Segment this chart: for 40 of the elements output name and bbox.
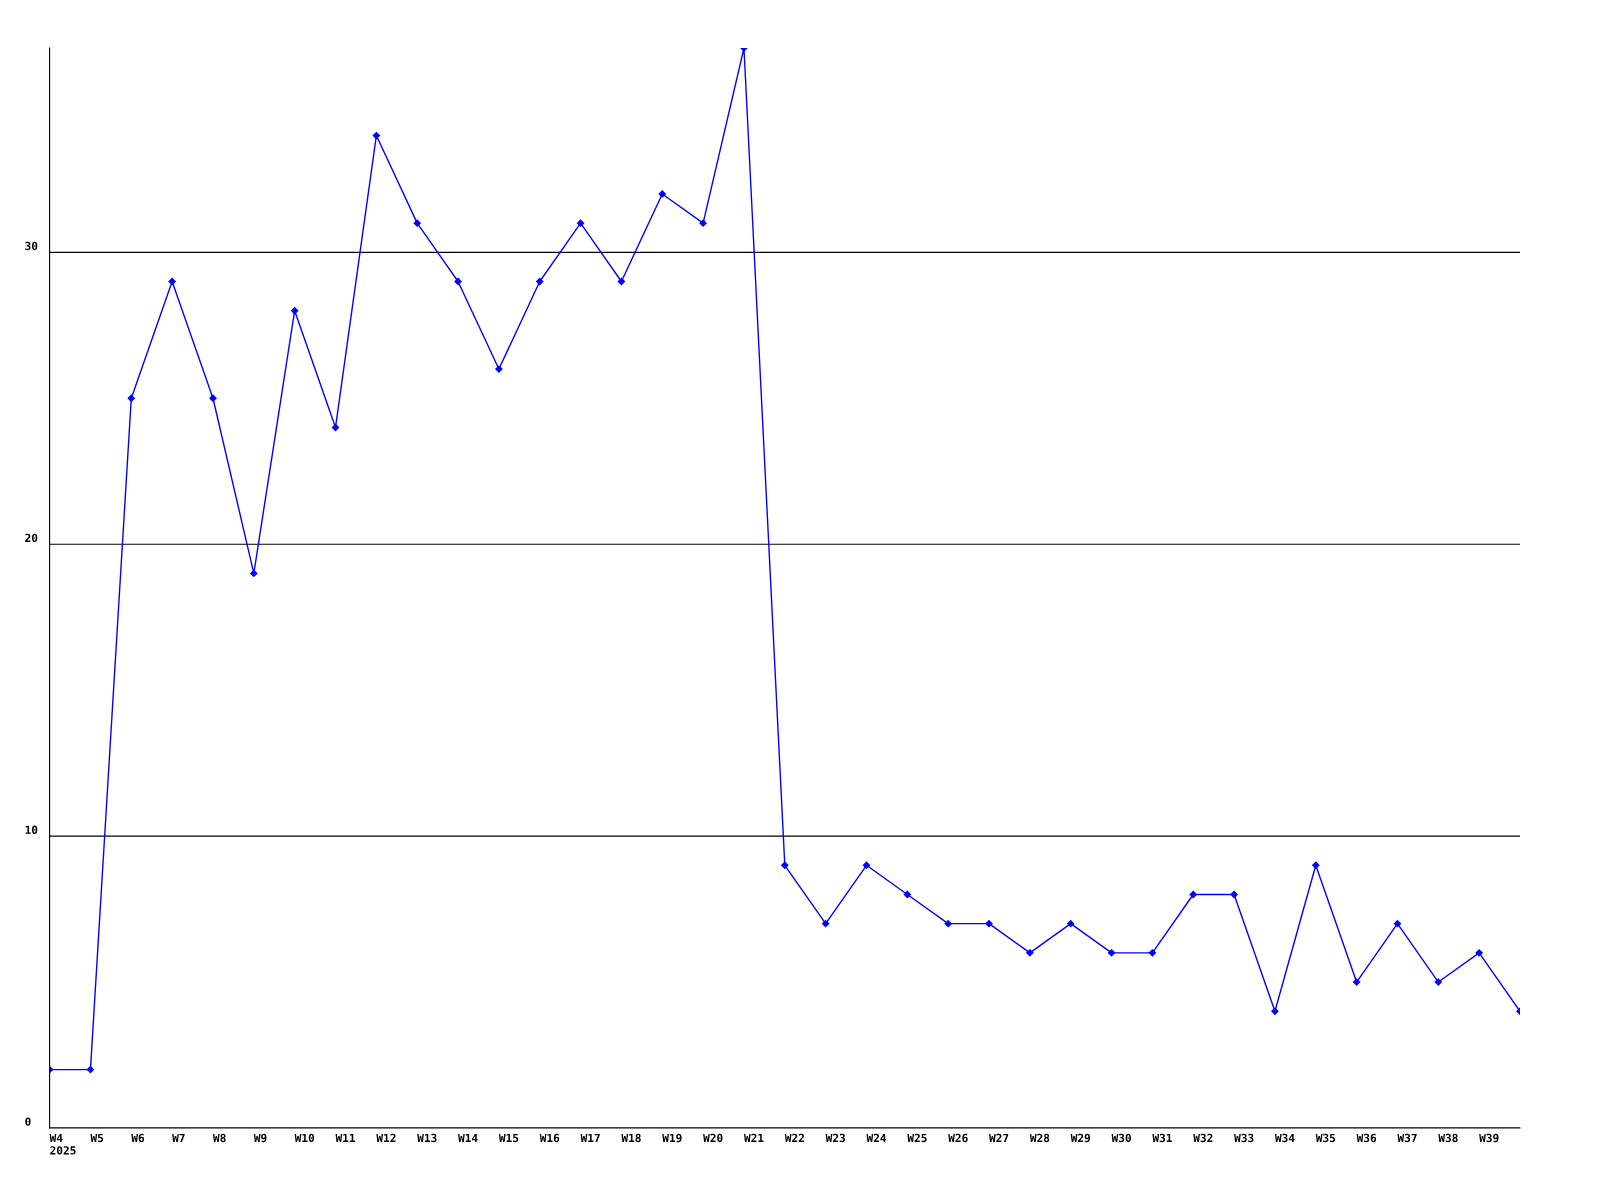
x-tick-label: W27 [989, 1133, 1009, 1142]
x-tick-label: W39 [1479, 1133, 1499, 1143]
y-tick-label: 10 [25, 825, 38, 834]
x-tick-label: W18 [621, 1133, 641, 1143]
x-tick-label: W32 [1193, 1133, 1213, 1143]
x-tick-label: W14 [458, 1133, 478, 1142]
x-tick-label: W10 [294, 1133, 315, 1143]
x-tick-label: W22 [784, 1133, 804, 1142]
x-tick-label: W20 [703, 1133, 723, 1143]
x-tick-label: W17 [580, 1133, 600, 1142]
x-tick-label: W30 [1111, 1133, 1131, 1143]
y-tick-label: 30 [25, 241, 38, 251]
x-tick-label: W34 [1274, 1133, 1295, 1143]
x-tick-label: W6 [131, 1133, 145, 1143]
x-tick-label: W26 [948, 1133, 968, 1143]
x-tick-label: W9 [253, 1133, 267, 1143]
x-tick-label: W24 [866, 1133, 887, 1142]
x-tick-label: W29 [1070, 1133, 1091, 1143]
x-tick-label: W28 [1029, 1133, 1050, 1143]
x-tick-label: W8 [212, 1133, 226, 1143]
x-tick-label: W11 [335, 1133, 356, 1142]
x-tick-label: W15 [498, 1133, 519, 1143]
y-tick-label: 20 [25, 533, 38, 543]
x-tick-label: W16 [539, 1133, 560, 1143]
x-tick-label: W12 [376, 1133, 396, 1142]
x-tick-label: W25 [907, 1133, 927, 1143]
x-tick-label: W19 [662, 1133, 682, 1143]
y-tick-label: 0 [25, 1117, 31, 1126]
x-tick-label: W35 [1315, 1133, 1336, 1143]
x-tick-label: W36 [1356, 1133, 1377, 1143]
x-tick-label: W37 [1397, 1133, 1417, 1143]
x-tick-label: W4 2025 [49, 1133, 76, 1155]
x-tick-label: W13 [417, 1133, 437, 1143]
x-tick-label: W23 [825, 1133, 845, 1143]
x-tick-label: W5 [90, 1133, 104, 1143]
x-tick-label: W38 [1438, 1133, 1458, 1143]
x-tick-label: W21 [743, 1133, 764, 1142]
x-tick-label: W33 [1234, 1133, 1254, 1143]
x-tick-label: W7 [172, 1133, 185, 1142]
x-tick-label: W31 [1152, 1133, 1172, 1143]
